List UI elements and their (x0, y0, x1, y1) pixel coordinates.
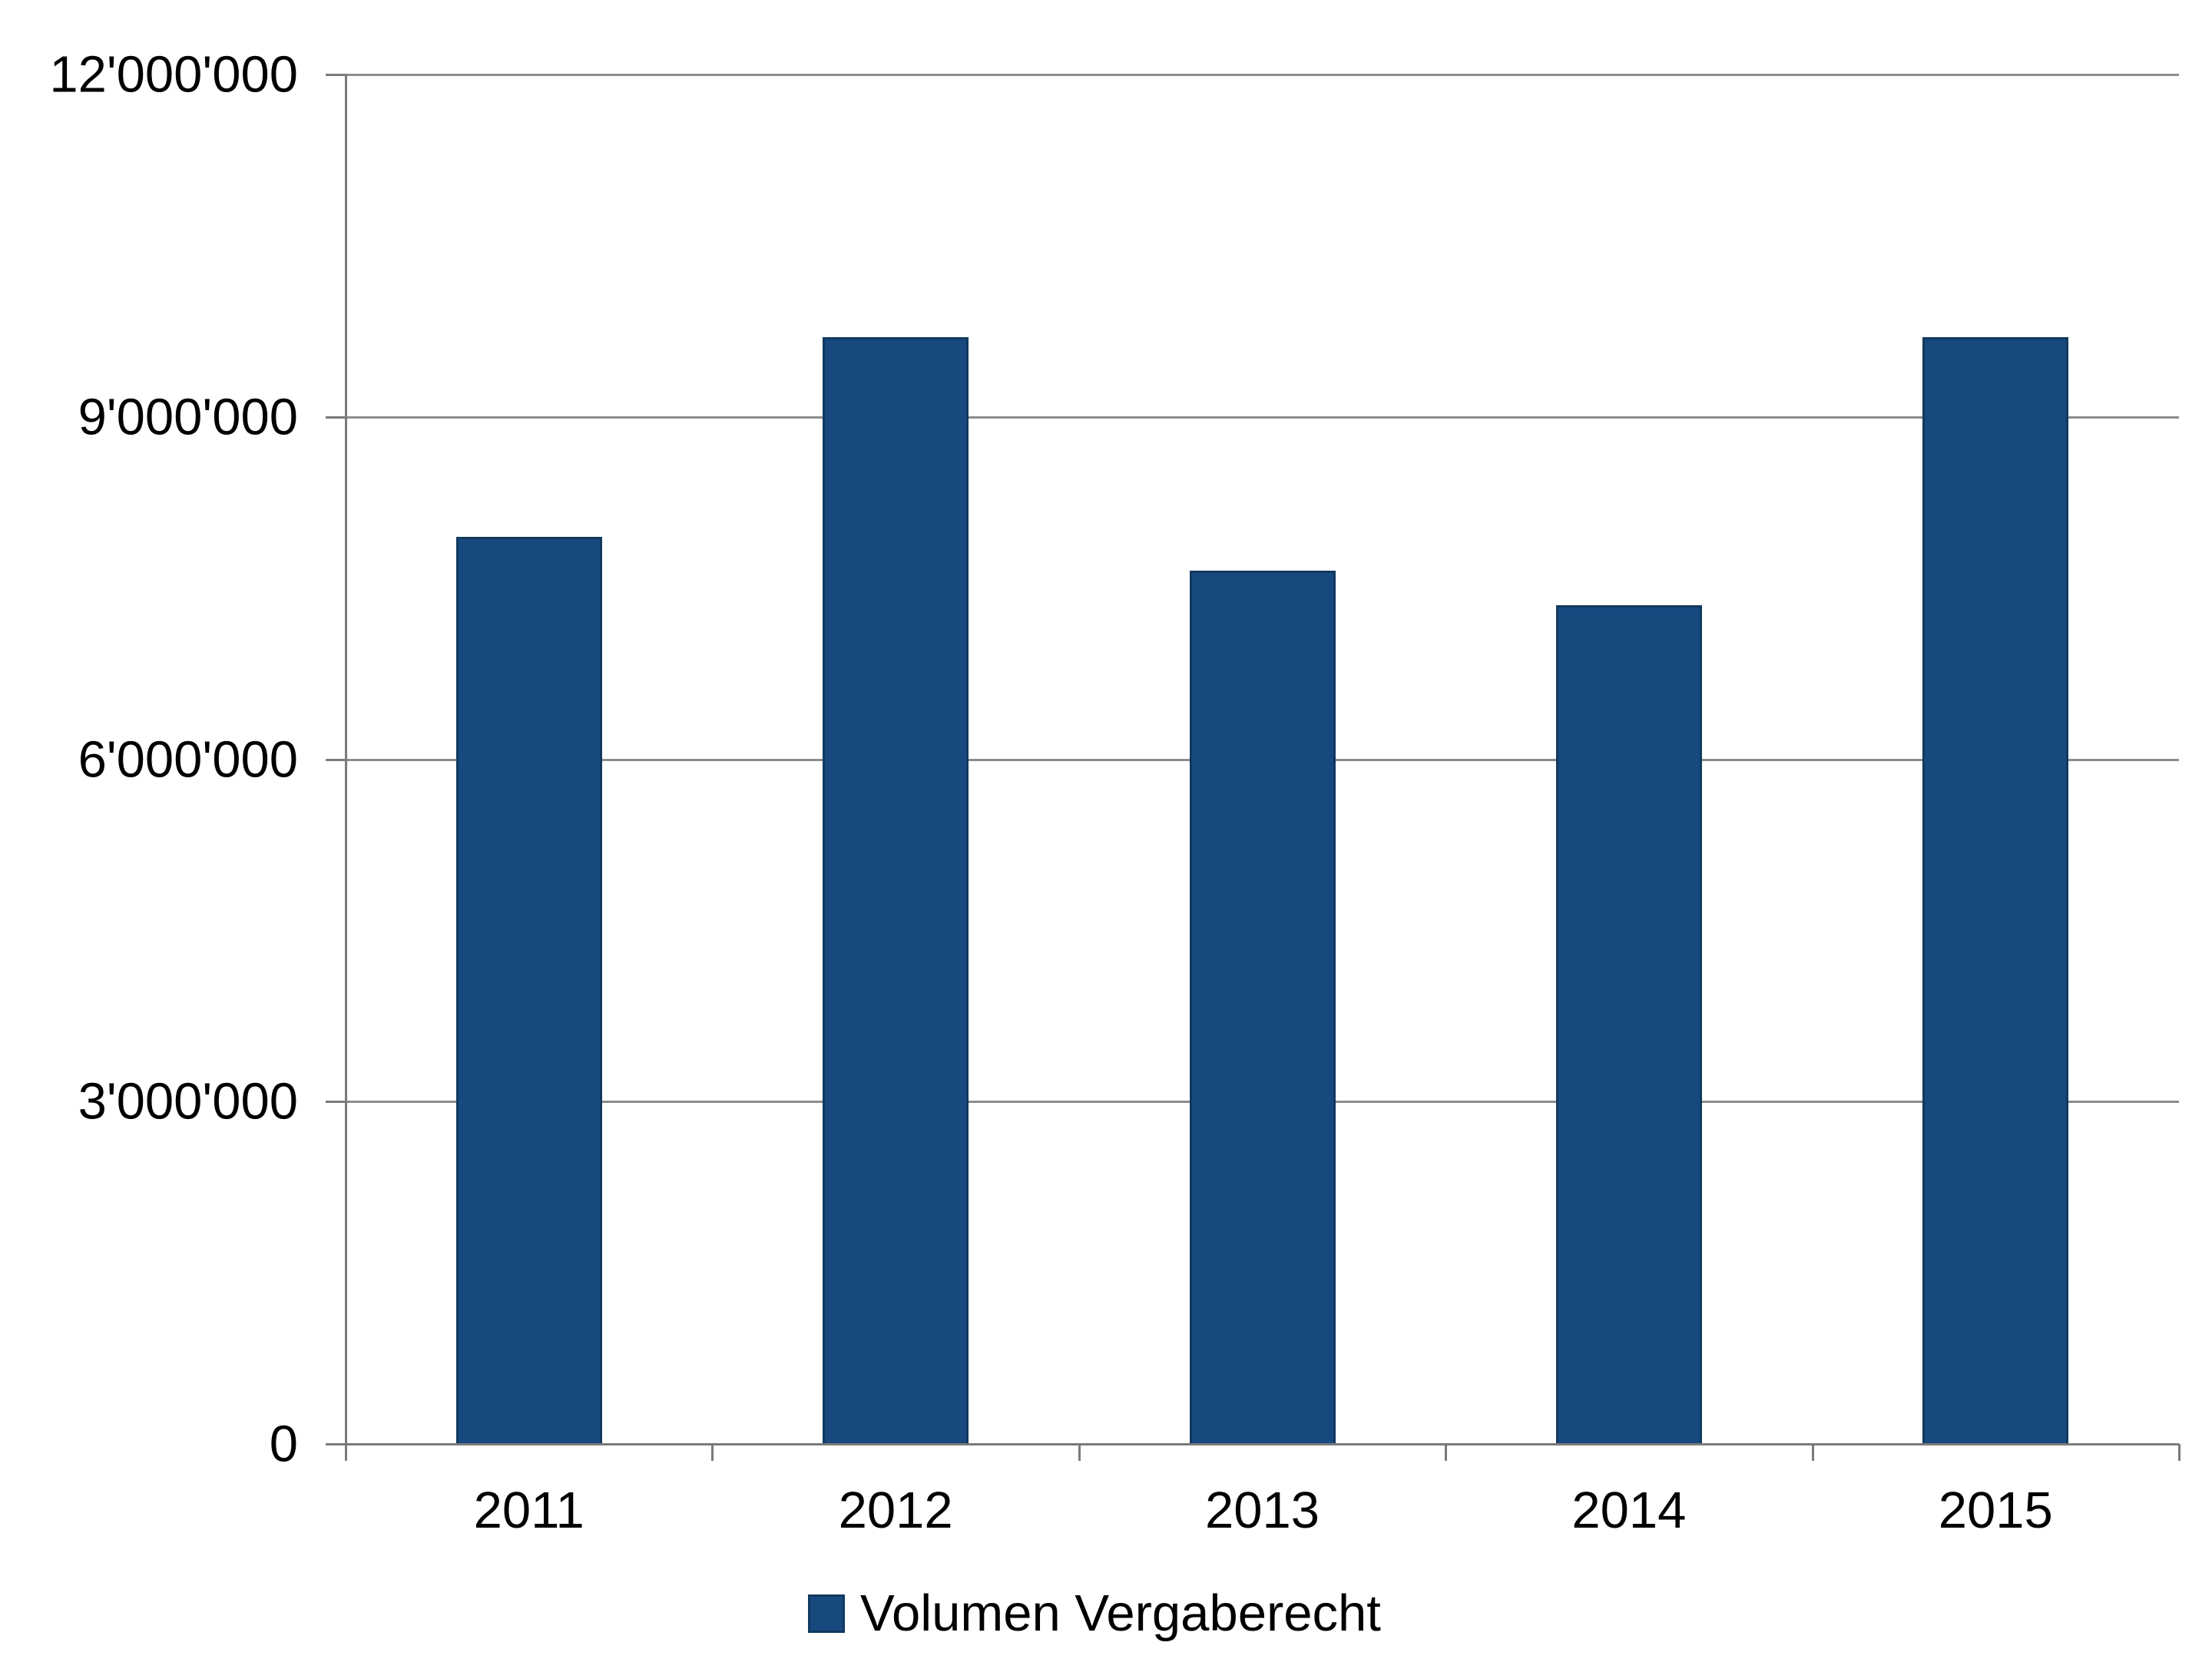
legend-marker-square (808, 1594, 845, 1633)
y-axis-label-9000000: 9'000'000 (78, 388, 298, 446)
x-axis-line (346, 1443, 2179, 1445)
y-axis-line (345, 75, 347, 1461)
y-axis-tick-0 (326, 1443, 346, 1445)
y-axis-tick-6000000 (326, 758, 346, 761)
x-axis-label-2014: 2014 (1571, 1482, 1687, 1539)
x-axis-label-2012: 2012 (838, 1482, 953, 1539)
gridline-9000000 (346, 416, 2179, 419)
x-axis-tick-1 (711, 1444, 714, 1461)
bar-2015 (1922, 336, 2069, 1444)
x-axis-tick-3 (1445, 1444, 1448, 1461)
y-axis-tick-9000000 (326, 416, 346, 419)
y-axis-tick-12000000 (326, 74, 346, 76)
y-axis-tick-3000000 (326, 1101, 346, 1104)
y-axis-label-6000000: 6'000'000 (78, 730, 298, 788)
x-axis-label-2011: 2011 (473, 1482, 584, 1539)
x-axis-label-2015: 2015 (1938, 1482, 2053, 1539)
x-axis-tick-5 (2178, 1444, 2181, 1461)
y-axis-label-0: 0 (269, 1415, 298, 1473)
bar-2013 (1189, 571, 1336, 1444)
y-axis-label-12000000: 12'000'000 (49, 45, 298, 104)
bar-2012 (823, 336, 969, 1444)
bar-2011 (455, 536, 602, 1444)
x-axis-tick-4 (1811, 1444, 1814, 1461)
legend: Volumen Vergaberecht (808, 1584, 1381, 1643)
x-axis-label-2013: 2013 (1204, 1482, 1320, 1539)
gridline-12000000 (346, 74, 2179, 76)
bar-2014 (1555, 604, 1702, 1444)
y-axis-label-3000000: 3'000'000 (78, 1072, 298, 1131)
x-axis-tick-2 (1078, 1444, 1081, 1461)
legend-label: Volumen Vergaberecht (860, 1584, 1381, 1642)
